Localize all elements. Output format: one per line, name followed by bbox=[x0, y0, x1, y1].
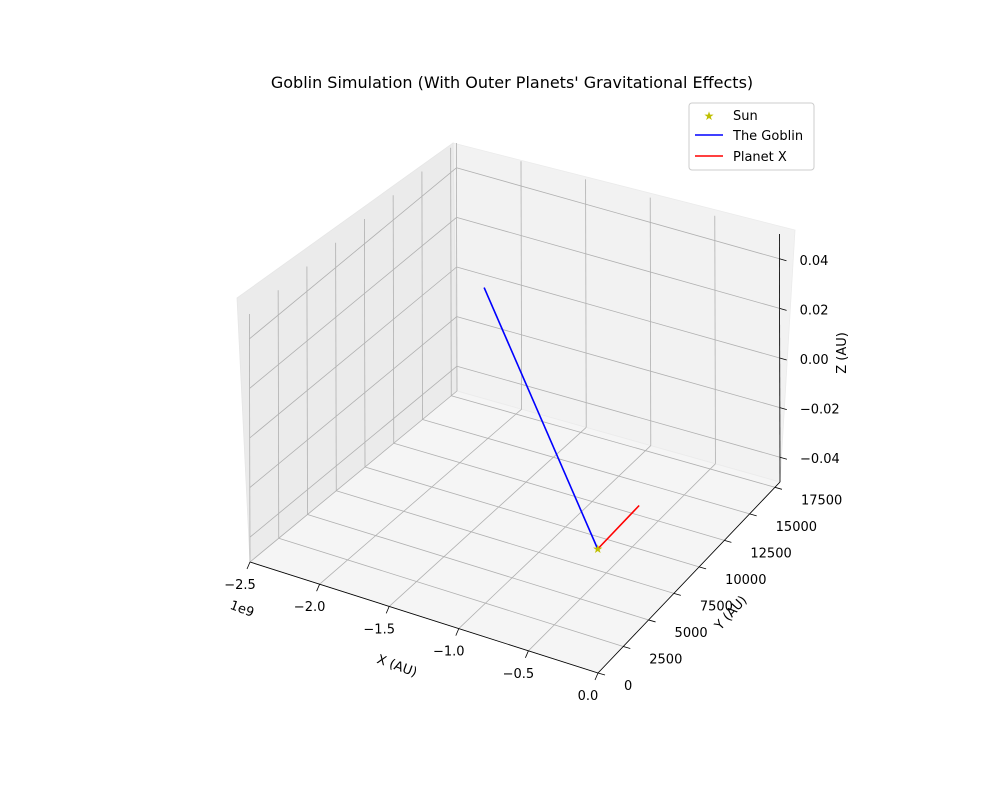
grid-line-z-left bbox=[249, 365, 458, 538]
series-marker-sun: ★ bbox=[592, 542, 603, 556]
chart-title: Goblin Simulation (With Outer Planets' G… bbox=[271, 73, 753, 92]
x-axis-label: X (AU) bbox=[375, 652, 419, 680]
grid-line-z-back bbox=[456, 217, 780, 309]
x-axis-offset-text: 1e9 bbox=[228, 598, 256, 620]
legend-entry-goblin: The Goblin bbox=[695, 129, 803, 144]
legend-label-planet-x: Planet X bbox=[733, 150, 787, 165]
y-tick-label: 15000 bbox=[776, 520, 817, 535]
grid-line-z-back bbox=[456, 167, 780, 260]
z-tick-mark bbox=[779, 258, 787, 262]
grid-line-y-floor bbox=[307, 514, 649, 621]
grid-line-z-left bbox=[249, 266, 457, 439]
y-tick-label: 12500 bbox=[750, 546, 791, 561]
z-tick-mark bbox=[779, 308, 787, 311]
grid-line-y-floor bbox=[278, 537, 624, 647]
grid-line-z-left bbox=[249, 316, 458, 488]
y-tick-mark bbox=[699, 566, 707, 570]
z-tick-label: 0.00 bbox=[800, 353, 829, 368]
grid-line-z-back bbox=[456, 365, 781, 458]
legend: ★ Sun The Goblin Planet X bbox=[688, 102, 815, 171]
data-series: ★ bbox=[483, 287, 640, 556]
x-tick-mark bbox=[525, 650, 529, 658]
x-tick-label: −2.0 bbox=[294, 600, 326, 615]
legend-sun-marker: ★ bbox=[704, 109, 715, 123]
grid-line-y-floor bbox=[422, 419, 750, 515]
series-line-planet-x bbox=[597, 504, 640, 550]
grid-line-y-floor bbox=[393, 442, 725, 541]
y-tick-label: 5000 bbox=[675, 626, 708, 641]
z-tick-mark bbox=[779, 357, 787, 361]
grid-line-z-back bbox=[456, 266, 780, 359]
x-tick-label: −1.0 bbox=[433, 645, 465, 660]
grid-line-z-back bbox=[456, 316, 780, 408]
y-tick-label: 2500 bbox=[649, 652, 682, 667]
legend-entry-planet-x: Planet X bbox=[695, 150, 787, 165]
x-tick-label: 0.0 bbox=[578, 689, 599, 704]
grid-line-y-floor bbox=[364, 466, 700, 568]
x-tick-mark bbox=[385, 606, 390, 614]
z-tick-label: −0.02 bbox=[800, 403, 840, 418]
z-axis-label: Z (AU) bbox=[835, 332, 850, 374]
legend-label-goblin: The Goblin bbox=[732, 129, 803, 144]
y-tick-mark bbox=[673, 593, 681, 596]
x-axis-line bbox=[249, 561, 599, 674]
legend-box bbox=[688, 102, 815, 171]
x-tick-mark bbox=[594, 672, 599, 681]
x-tick-mark bbox=[316, 584, 320, 592]
legend-label-sun: Sun bbox=[733, 109, 758, 124]
x-tick-mark bbox=[246, 561, 251, 570]
y-tick-mark bbox=[774, 486, 783, 490]
grid-line-y-floor bbox=[336, 490, 674, 594]
series-line-the-goblin bbox=[483, 287, 599, 550]
y-tick-mark bbox=[597, 672, 606, 676]
y-tick-mark bbox=[623, 646, 631, 649]
grid-line-y-floor bbox=[451, 395, 776, 488]
x-tick-label: −0.5 bbox=[503, 667, 535, 682]
z-tick-label: −0.04 bbox=[800, 452, 840, 467]
z-tick-mark bbox=[779, 456, 788, 460]
x-tick-mark bbox=[455, 628, 460, 636]
y-tick-label: 17500 bbox=[801, 493, 842, 508]
z-tick-label: 0.02 bbox=[800, 303, 829, 318]
grid-line-z-left bbox=[249, 167, 457, 340]
legend-entry-sun: ★ Sun bbox=[704, 109, 758, 124]
y-tick-label: 7500 bbox=[700, 599, 733, 614]
y-tick-mark bbox=[749, 513, 757, 517]
z-tick-mark bbox=[779, 407, 787, 410]
z-tick-label: 0.04 bbox=[799, 254, 828, 269]
y-tick-label: 10000 bbox=[725, 573, 766, 588]
y-tick-mark bbox=[648, 619, 656, 623]
grid-line-z-left bbox=[249, 217, 457, 389]
x-tick-label: −1.5 bbox=[363, 622, 395, 637]
y-tick-mark bbox=[724, 539, 732, 543]
x-tick-label: −2.5 bbox=[224, 578, 256, 593]
y-tick-label: 0 bbox=[624, 679, 632, 694]
axis-ticks: −2.5−2.0−1.5−1.0−0.50.002500500075001000… bbox=[224, 254, 842, 704]
